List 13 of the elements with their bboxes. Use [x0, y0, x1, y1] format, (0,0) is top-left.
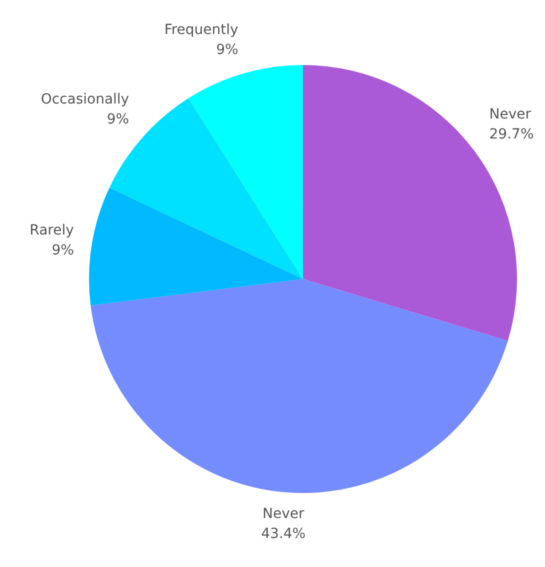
slice-label: Never	[489, 106, 532, 123]
data-label: 29.7%	[489, 126, 534, 143]
slice-label: Never	[262, 506, 304, 522]
data-label: 43.4%	[261, 526, 306, 542]
pie-slice	[90, 279, 508, 493]
slice-label: Frequently	[164, 22, 238, 38]
pie-slice	[188, 65, 303, 279]
data-label: 9%	[106, 111, 130, 128]
data-label: 9%	[52, 242, 74, 258]
pie-slice	[89, 188, 303, 306]
slice-label: Occasionally	[40, 91, 130, 108]
data-label: 9%	[216, 42, 238, 58]
slice-label: Rarely	[30, 222, 74, 238]
